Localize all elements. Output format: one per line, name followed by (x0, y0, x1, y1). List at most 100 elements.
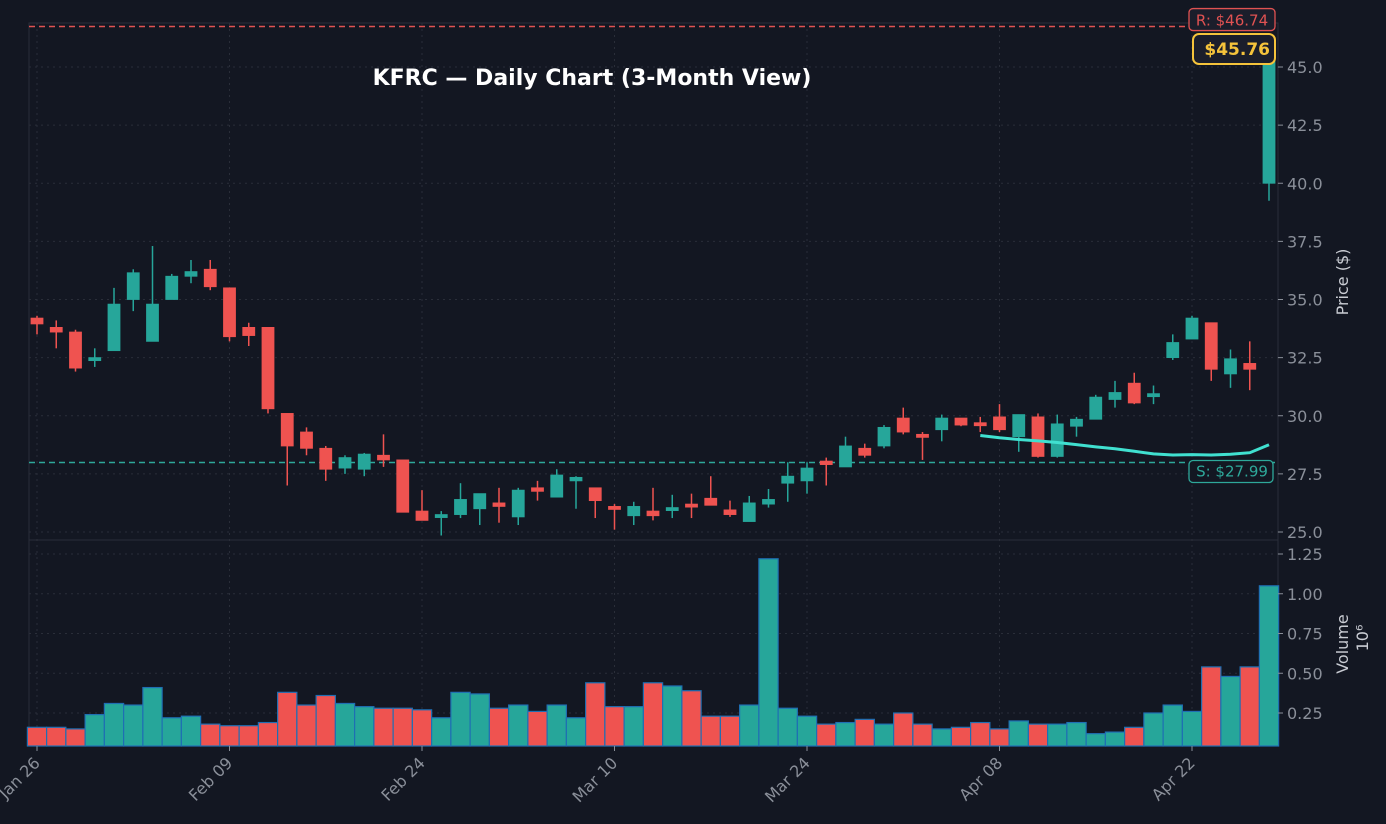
candle (242, 322, 256, 346)
candle (877, 425, 891, 449)
volume-bar (1201, 666, 1222, 747)
price-tick-label: 37.5 (1287, 232, 1323, 251)
volume-bar (431, 717, 452, 747)
candle (492, 487, 506, 523)
volume-tick-label: 0.25 (1287, 704, 1323, 723)
volume-bar (835, 721, 856, 747)
candle (742, 495, 756, 522)
candle (646, 487, 660, 521)
candle (88, 348, 102, 367)
candle (223, 287, 236, 342)
price-tick-label: 30.0 (1287, 407, 1323, 426)
volume-bar (373, 707, 394, 747)
candle (588, 487, 602, 519)
volume-bar (700, 715, 721, 747)
volume-bar (989, 728, 1010, 747)
candle (1243, 341, 1257, 391)
candle (531, 480, 544, 501)
volume-bar (450, 691, 471, 747)
last-price-label-box (1192, 33, 1276, 65)
volume-bar (950, 726, 972, 747)
support-label-box (1188, 459, 1274, 484)
volume-bar (508, 704, 529, 747)
volume-bar (200, 723, 221, 747)
candle (839, 436, 852, 468)
volume-bar (546, 704, 567, 747)
volume-bar (1181, 710, 1203, 747)
resistance-label-box (1188, 7, 1276, 32)
price-axis-label: Price ($) (1333, 249, 1352, 316)
volume-bar (1162, 704, 1183, 747)
candle (1108, 380, 1122, 408)
candle (704, 476, 718, 506)
candle (858, 443, 872, 458)
volume-bar (46, 726, 67, 747)
candle (126, 269, 140, 312)
candle (107, 287, 121, 352)
candle (935, 414, 949, 442)
volume-bar (354, 706, 375, 747)
volume-bar (26, 726, 48, 747)
candle (954, 417, 968, 427)
candle (261, 326, 275, 414)
candle (377, 434, 390, 467)
volume-bar (392, 707, 413, 747)
candle (569, 476, 583, 509)
price-tick-label: 35.0 (1287, 291, 1323, 310)
moving-average-line (980, 434, 1270, 457)
volume-bar (180, 715, 202, 747)
candle (30, 315, 44, 335)
price-candles (30, 48, 1276, 536)
volume-bar (662, 685, 683, 747)
price-tick-label: 27.5 (1287, 465, 1323, 484)
candle (1185, 315, 1199, 340)
candle (1031, 413, 1045, 458)
volume-bar (488, 707, 510, 747)
candle (1262, 48, 1276, 201)
candle (184, 259, 198, 284)
candle (357, 452, 371, 477)
volume-bar (739, 704, 760, 747)
volume-bar (854, 718, 875, 747)
candle (762, 488, 775, 508)
price-labels: R: $46.74 $45.76 S: $27.99 (1188, 7, 1276, 484)
volume-bar (257, 721, 279, 747)
chart-title: KFRC — Daily Chart (3-Month View) (373, 66, 812, 91)
volume-bar (623, 706, 644, 747)
volume-bar (681, 690, 702, 747)
volume-bar (565, 717, 587, 747)
candle (1070, 416, 1083, 437)
volume-bar (296, 704, 317, 747)
candle (69, 329, 82, 372)
price-tick-label: 25.0 (1287, 523, 1323, 542)
candle (1166, 334, 1180, 360)
volume-bar (604, 706, 625, 747)
volume-bar (893, 712, 914, 747)
candle (511, 487, 525, 526)
support-label: S: $27.99 (1196, 462, 1268, 480)
last-price-label: $45.76 (1204, 40, 1270, 60)
candle (1127, 372, 1141, 405)
price-tick-label: 42.5 (1287, 116, 1323, 135)
candle (49, 320, 63, 349)
volume-bar (1085, 733, 1106, 747)
candle (396, 459, 410, 513)
volume-bar (1220, 675, 1241, 747)
volume-bar (469, 693, 490, 747)
price-tick-label: 40.0 (1287, 174, 1323, 193)
volume-bar (142, 686, 163, 747)
volume-bar (161, 717, 182, 747)
candle (415, 490, 429, 521)
volume-bar (1239, 666, 1260, 747)
volume-bar (1143, 712, 1164, 747)
volume-bar (219, 725, 240, 747)
volume-bar (84, 713, 105, 747)
candle (781, 462, 795, 502)
candle (319, 445, 333, 481)
volume-bar (1008, 720, 1029, 747)
candle (1050, 414, 1064, 458)
volume-bar (912, 723, 933, 747)
resistance-label: R: $46.74 (1196, 12, 1268, 30)
candle (800, 462, 814, 494)
